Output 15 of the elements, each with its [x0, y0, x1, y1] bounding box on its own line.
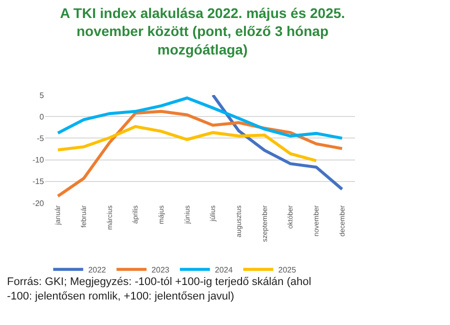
- y-tick-label: -10: [32, 156, 45, 165]
- y-tick-label: 5: [40, 90, 45, 100]
- y-tick-label: -5: [36, 134, 45, 143]
- y-tick-label: -15: [32, 177, 45, 186]
- text: Forrás: GKI; Megjegyzés: -100-tól +100-ig terjedő skálán (ahol -100: jelentősen romlik, +100: jelentősen javul): [7, 276, 312, 302]
- legend-label: 2022: [88, 265, 107, 274]
- line-series: [56, 96, 344, 140]
- legend-label: 2024: [214, 265, 234, 274]
- line-series: [211, 95, 344, 191]
- y-tick-label: -20: [32, 198, 45, 208]
- legend-label: 2025: [278, 265, 297, 274]
- chart-title: A TKI index alakulása 2022. május és 2025. november között (pont, előző 3 hónap mozgóátlaga): [60, 4, 346, 58]
- y-tick-label: 0: [40, 112, 45, 122]
- line-series: [56, 125, 318, 162]
- legend-label: 2023: [152, 265, 170, 274]
